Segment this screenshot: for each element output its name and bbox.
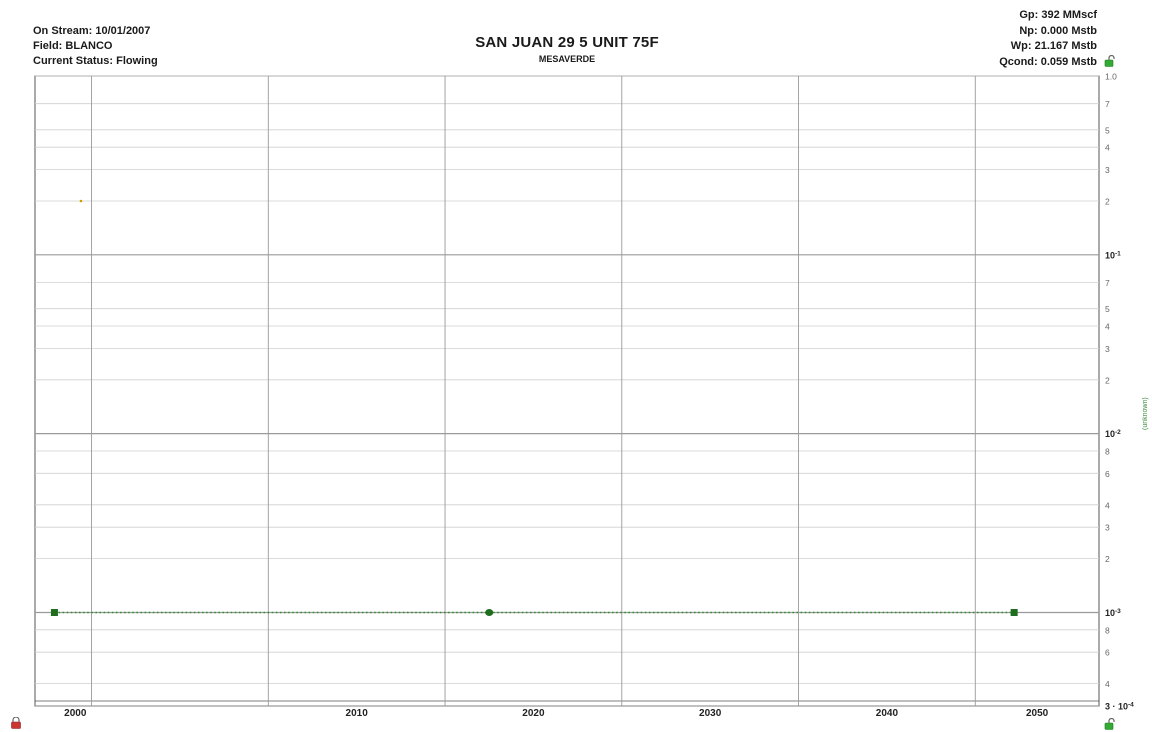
y-tick-label: 4 — [1105, 679, 1110, 689]
y-tick-label: 10-3 — [1105, 608, 1121, 618]
y-tick-label: 2 — [1105, 196, 1110, 206]
qcond-line: Qcond: 0.059 Mstb — [999, 55, 1097, 68]
gp-line: Gp: 392 MMscf — [1019, 9, 1097, 21]
chart-heading: SAN JUAN 29 5 UNIT 75F MESAVERDE — [300, 34, 834, 64]
y-tick-label: 6 — [1105, 648, 1110, 658]
y-tick-label: 4 — [1105, 143, 1110, 153]
field-line: Field: BLANCO — [33, 40, 113, 52]
x-tick-label: 2030 — [699, 708, 722, 719]
x-tick-label: 2000 — [64, 708, 87, 719]
plot-frame — [34, 75, 1100, 707]
data-point — [79, 199, 83, 203]
y-tick-label: 8 — [1105, 446, 1110, 456]
x-tick-label: 2040 — [876, 708, 899, 719]
x-tick-label: 2010 — [346, 708, 369, 719]
unlock-icon[interactable] — [1104, 718, 1116, 730]
y-tick-label: 2 — [1105, 554, 1110, 564]
cumulative-stats: Gp: 392 MMscf Np: 0.000 Mstb Wp: 21.167 … — [999, 8, 1097, 70]
forecast-square-marker — [50, 608, 58, 616]
y-tick-label: 1.0 — [1105, 72, 1117, 82]
chart-title: SAN JUAN 29 5 UNIT 75F — [475, 34, 659, 51]
forecast-circle-marker — [485, 608, 494, 616]
wp-line: Wp: 21.167 Mstb — [1010, 40, 1097, 52]
x-tick-label: 2020 — [522, 708, 545, 719]
on-stream-line: On Stream: 10/01/2007 — [33, 25, 151, 37]
well-info: On Stream: 10/01/2007 Field: BLANCO Curr… — [33, 24, 158, 69]
y-tick-label: 5 — [1105, 125, 1110, 135]
y-tick-label: 4 — [1105, 500, 1110, 510]
y-tick-label: 10-2 — [1105, 429, 1121, 439]
y-tick-label: 4 — [1105, 321, 1110, 331]
y-tick-label: 3 · 10-4 — [1105, 702, 1134, 712]
y-tick-label: 3 — [1105, 344, 1110, 354]
x-tick-label: 2050 — [1026, 708, 1049, 719]
y-tick-label: 8 — [1105, 625, 1110, 635]
y-tick-label: 7 — [1105, 99, 1110, 109]
y-tick-label: 7 — [1105, 278, 1110, 288]
y-tick-label: 3 — [1105, 165, 1110, 175]
forecast-square-marker — [1010, 608, 1018, 616]
np-line: Np: 0.000 Mstb — [1019, 24, 1097, 37]
y-tick-label: 5 — [1105, 304, 1110, 314]
lock-icon[interactable] — [10, 717, 22, 729]
status-line: Current Status: Flowing — [33, 55, 158, 67]
y-tick-label: 2 — [1105, 375, 1110, 385]
unlock-icon[interactable] — [1104, 55, 1116, 67]
y-tick-label: 3 — [1105, 523, 1110, 533]
chart-subtitle: MESAVERDE — [538, 54, 596, 64]
y-tick-label: 10-1 — [1105, 250, 1121, 260]
y-tick-label: 6 — [1105, 469, 1110, 479]
